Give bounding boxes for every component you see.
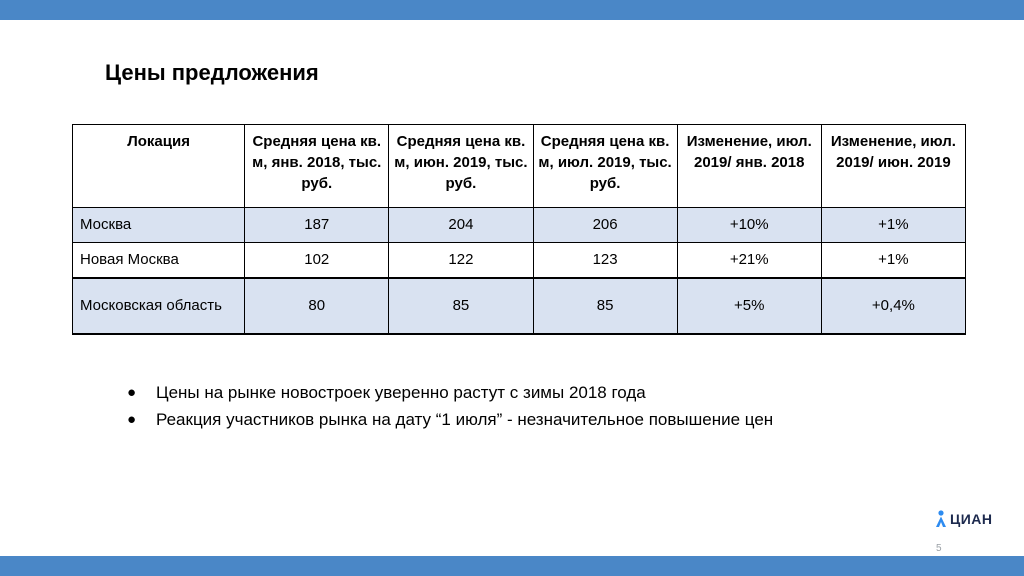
cell-location: Москва — [71, 207, 246, 243]
cell-price-jan2018: 80 — [244, 277, 390, 335]
bottom-band — [0, 556, 1024, 576]
cell-change-jun2019: +0,4% — [820, 277, 967, 335]
bullet-item: ● Реакция участников рынка на дату “1 ию… — [127, 406, 773, 433]
bullet-marker: ● — [127, 411, 137, 428]
cian-logo-icon — [936, 510, 946, 527]
cell-price-jan2018: 187 — [244, 207, 390, 243]
cell-price-jan2018: 102 — [244, 242, 390, 279]
cell-change-jan2018: +10% — [676, 207, 822, 243]
header-price-jan2018: Средняя цена кв. м, янв. 2018, тыс. руб. — [244, 124, 390, 208]
slide-title: Цены предложения — [105, 60, 319, 85]
header-price-jun2019: Средняя цена кв. м, июн. 2019, тыс. руб. — [388, 124, 534, 208]
top-band — [0, 0, 1024, 20]
cell-change-jan2018: +21% — [676, 242, 822, 279]
header-change-jun2019: Изменение, июл. 2019/ июн. 2019 — [820, 124, 967, 208]
bullet-marker: ● — [127, 384, 137, 401]
cell-location: Московская область — [71, 277, 246, 335]
bullet-item: ● Цены на рынке новостроек уверенно раст… — [127, 379, 773, 406]
table-row: Новая Москва 102 122 123 +21% +1% — [71, 242, 967, 279]
cell-price-jun2019: 85 — [388, 277, 534, 335]
table-header-row: Локация Средняя цена кв. м, янв. 2018, т… — [71, 124, 967, 208]
cell-change-jan2018: +5% — [676, 277, 822, 335]
logo-text: ЦИАН — [950, 511, 993, 527]
header-change-jan2018: Изменение, июл. 2019/ янв. 2018 — [676, 124, 822, 208]
bullet-text: Реакция участников рынка на дату “1 июля… — [156, 410, 774, 429]
prices-table: Локация Средняя цена кв. м, янв. 2018, т… — [71, 124, 967, 335]
cell-price-jul2019: 85 — [532, 277, 678, 335]
header-price-jul2019: Средняя цена кв. м, июл. 2019, тыс. руб. — [532, 124, 678, 208]
cell-change-jun2019: +1% — [820, 207, 967, 243]
cell-price-jun2019: 204 — [388, 207, 534, 243]
cell-change-jun2019: +1% — [820, 242, 967, 279]
cell-price-jun2019: 122 — [388, 242, 534, 279]
cian-logo: ЦИАН — [935, 508, 993, 530]
cell-price-jul2019: 206 — [532, 207, 678, 243]
cell-price-jul2019: 123 — [532, 242, 678, 279]
bullet-text: Цены на рынке новостроек уверенно растут… — [156, 383, 646, 402]
cell-location: Новая Москва — [71, 242, 246, 279]
bullet-list: ● Цены на рынке новостроек уверенно раст… — [127, 379, 773, 433]
table-row: Московская область 80 85 85 +5% +0,4% — [71, 277, 967, 335]
table-row: Москва 187 204 206 +10% +1% — [71, 207, 967, 243]
page-number: 5 — [936, 543, 942, 554]
header-location: Локация — [71, 124, 246, 208]
